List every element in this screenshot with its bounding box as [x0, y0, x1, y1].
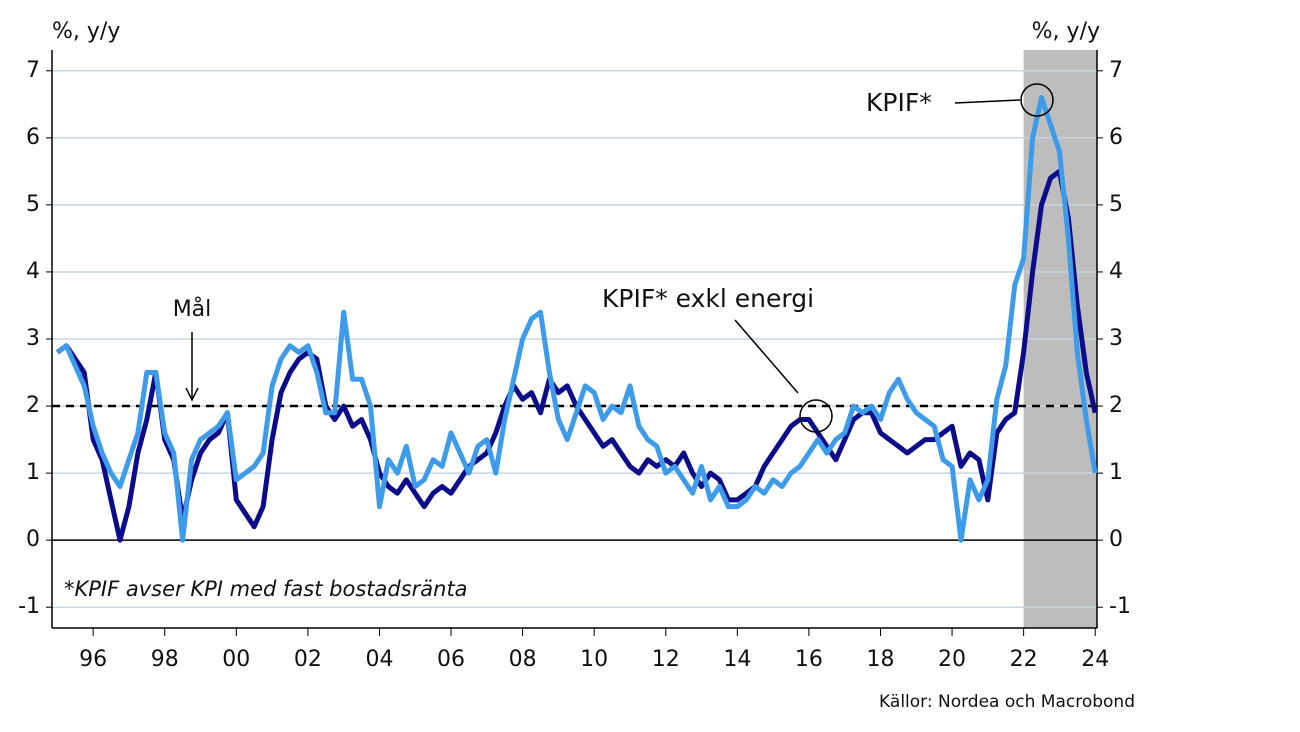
x-tick-label: 22: [1010, 647, 1038, 672]
series-line: [55, 168, 1098, 543]
x-tick-label: 24: [1081, 647, 1109, 672]
source: Källor: Nordea och Macrobond: [879, 692, 1135, 712]
y2-tick-label: 7: [1109, 58, 1123, 83]
y-tick-label: 6: [26, 125, 40, 150]
y-tick-label: 4: [26, 259, 40, 284]
x-tick-label: 98: [151, 647, 179, 672]
y-tick-label: 1: [26, 460, 40, 485]
y2-tick-label: 4: [1109, 259, 1123, 284]
y-tick-label: 2: [26, 393, 40, 418]
x-tick-label: 00: [222, 647, 250, 672]
annotation: KPIF* exkl energi: [602, 284, 814, 313]
x-tick-label: 04: [365, 647, 393, 672]
target-label: Mål: [173, 296, 212, 322]
y2-tick-label: -1: [1109, 594, 1131, 619]
x-tick-label: 16: [795, 647, 823, 672]
y2-tick-label: 0: [1109, 527, 1123, 552]
y2-tick-label: 2: [1109, 393, 1123, 418]
y-tick-label: 3: [26, 326, 40, 351]
footnote: *KPIF avser KPI med fast bostadsränta: [64, 577, 468, 601]
y2-tick-label: 1: [1109, 460, 1123, 485]
y2-tick-label: 3: [1109, 326, 1123, 351]
annotation-circle: [1020, 83, 1054, 117]
y2-tick-label: 5: [1109, 192, 1123, 217]
series-line: [55, 95, 1098, 543]
x-tick-label: 10: [580, 647, 608, 672]
y-tick-label: -1: [18, 594, 40, 619]
y-tick-label: 0: [26, 527, 40, 552]
y2-axis-label: %, y/y: [1032, 19, 1100, 44]
arrow-head: [185, 387, 199, 402]
x-tick-label: 06: [437, 647, 465, 672]
annotation-circle: [799, 399, 833, 433]
x-tick-label: 18: [866, 647, 894, 672]
annotation-leader: [734, 319, 799, 394]
annotation-leader: [954, 99, 1021, 104]
x-tick-label: 14: [723, 647, 751, 672]
x-tick-label: 02: [294, 647, 322, 672]
y-axis-label: %, y/y: [52, 19, 120, 44]
y-tick-label: 5: [26, 192, 40, 217]
x-tick-label: 20: [938, 647, 966, 672]
x-tick-label: 12: [652, 647, 680, 672]
x-tick-label: 96: [79, 647, 107, 672]
x-tick-label: 08: [509, 647, 537, 672]
annotation: KPIF*: [866, 88, 932, 117]
y-tick-label: 7: [26, 58, 40, 83]
y2-tick-label: 6: [1109, 125, 1123, 150]
